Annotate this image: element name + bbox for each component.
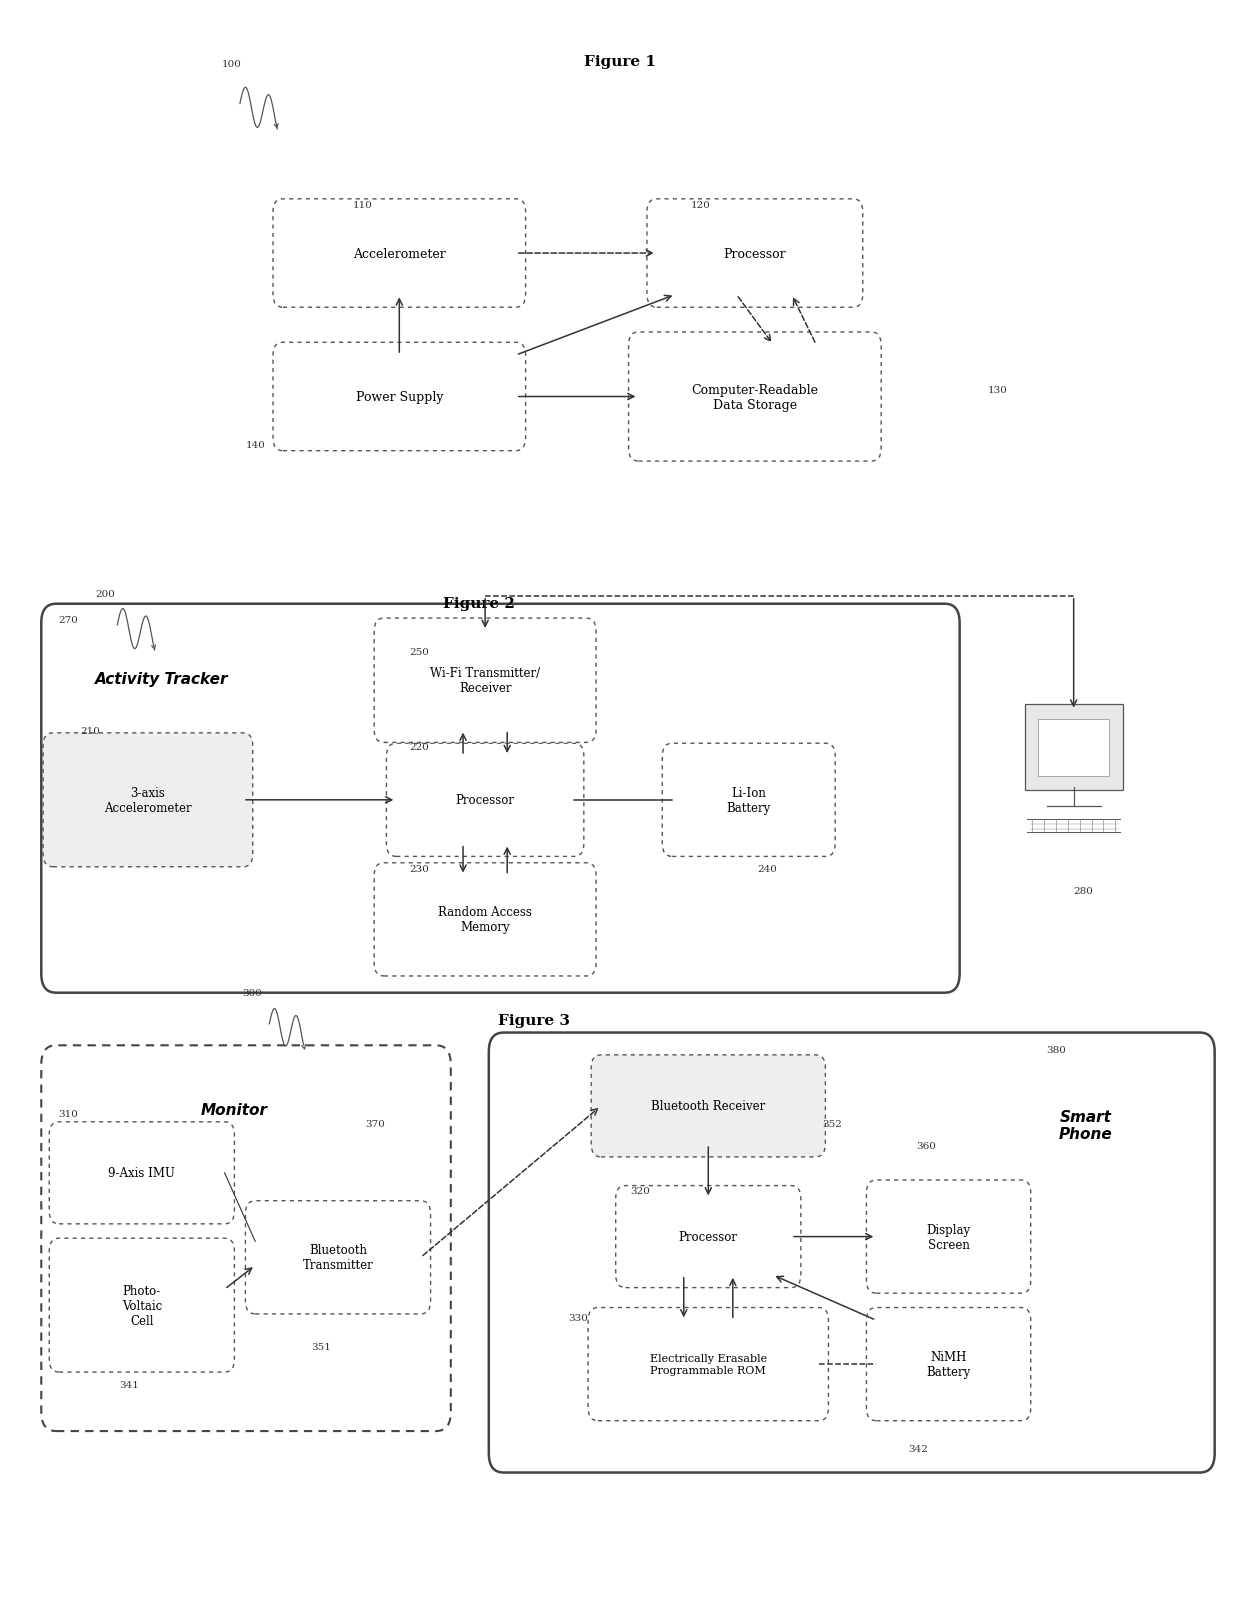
FancyBboxPatch shape [662, 744, 836, 857]
Text: 300: 300 [242, 988, 262, 998]
FancyBboxPatch shape [43, 733, 253, 868]
Text: Random Access
Memory: Random Access Memory [438, 906, 532, 934]
Text: 130: 130 [988, 386, 1008, 395]
Text: 341: 341 [120, 1380, 140, 1388]
Text: 9-Axis IMU: 9-Axis IMU [108, 1167, 175, 1180]
Text: 250: 250 [409, 648, 429, 656]
Text: Computer-Readable
Data Storage: Computer-Readable Data Storage [692, 382, 818, 411]
Text: Smart
Phone: Smart Phone [1059, 1109, 1112, 1141]
Text: 210: 210 [81, 726, 100, 736]
FancyBboxPatch shape [41, 604, 960, 993]
Text: 330: 330 [568, 1313, 588, 1323]
Text: 240: 240 [758, 865, 777, 873]
FancyBboxPatch shape [387, 744, 584, 857]
Text: Accelerometer: Accelerometer [353, 247, 445, 260]
Text: 280: 280 [1074, 887, 1094, 895]
Text: 110: 110 [352, 201, 372, 211]
Text: Figure 2: Figure 2 [443, 596, 515, 611]
FancyBboxPatch shape [1024, 705, 1122, 791]
FancyBboxPatch shape [489, 1033, 1215, 1472]
Text: 380: 380 [1047, 1046, 1066, 1054]
FancyBboxPatch shape [867, 1180, 1030, 1294]
Text: Processor: Processor [678, 1231, 738, 1244]
FancyBboxPatch shape [273, 342, 526, 452]
FancyBboxPatch shape [50, 1239, 234, 1372]
Text: 3-axis
Accelerometer: 3-axis Accelerometer [104, 786, 192, 815]
Text: Processor: Processor [724, 247, 786, 260]
Text: Activity Tracker: Activity Tracker [95, 672, 228, 686]
Text: 270: 270 [58, 615, 78, 625]
Text: Bluetooth Receiver: Bluetooth Receiver [651, 1099, 765, 1112]
Text: 352: 352 [822, 1118, 842, 1128]
Text: 360: 360 [916, 1141, 936, 1151]
FancyBboxPatch shape [50, 1122, 234, 1225]
FancyBboxPatch shape [374, 863, 596, 977]
Text: Wi-Fi Transmitter/
Receiver: Wi-Fi Transmitter/ Receiver [430, 667, 541, 694]
Text: 351: 351 [311, 1342, 331, 1351]
Text: 220: 220 [409, 742, 429, 752]
FancyBboxPatch shape [374, 619, 596, 742]
FancyBboxPatch shape [41, 1046, 451, 1432]
Text: Photo-
Voltaic
Cell: Photo- Voltaic Cell [122, 1284, 162, 1327]
Text: Electrically Erasable
Programmable ROM: Electrically Erasable Programmable ROM [650, 1353, 766, 1376]
Text: 200: 200 [95, 590, 115, 599]
Text: Monitor: Monitor [201, 1102, 268, 1117]
FancyBboxPatch shape [867, 1308, 1030, 1421]
Text: Display
Screen: Display Screen [926, 1223, 971, 1250]
FancyBboxPatch shape [629, 333, 882, 461]
FancyBboxPatch shape [647, 199, 863, 309]
Text: Li-Ion
Battery: Li-Ion Battery [727, 786, 771, 815]
FancyBboxPatch shape [591, 1056, 826, 1157]
FancyBboxPatch shape [588, 1308, 828, 1421]
Text: 100: 100 [222, 59, 242, 69]
Text: Bluetooth
Transmitter: Bluetooth Transmitter [303, 1244, 373, 1271]
Text: Processor: Processor [455, 794, 515, 807]
Text: Power Supply: Power Supply [356, 391, 443, 403]
Text: 230: 230 [409, 865, 429, 873]
FancyBboxPatch shape [1038, 718, 1110, 776]
Text: 310: 310 [58, 1109, 78, 1118]
Text: NiMH
Battery: NiMH Battery [926, 1350, 971, 1379]
Text: 320: 320 [630, 1186, 650, 1196]
Text: 120: 120 [691, 201, 711, 211]
Text: Figure 3: Figure 3 [498, 1014, 570, 1028]
FancyBboxPatch shape [273, 199, 526, 309]
Text: 370: 370 [365, 1118, 384, 1128]
Text: 342: 342 [908, 1445, 928, 1453]
Text: Figure 1: Figure 1 [584, 55, 656, 69]
FancyBboxPatch shape [616, 1186, 801, 1287]
Text: 140: 140 [246, 440, 265, 450]
FancyBboxPatch shape [246, 1200, 430, 1315]
